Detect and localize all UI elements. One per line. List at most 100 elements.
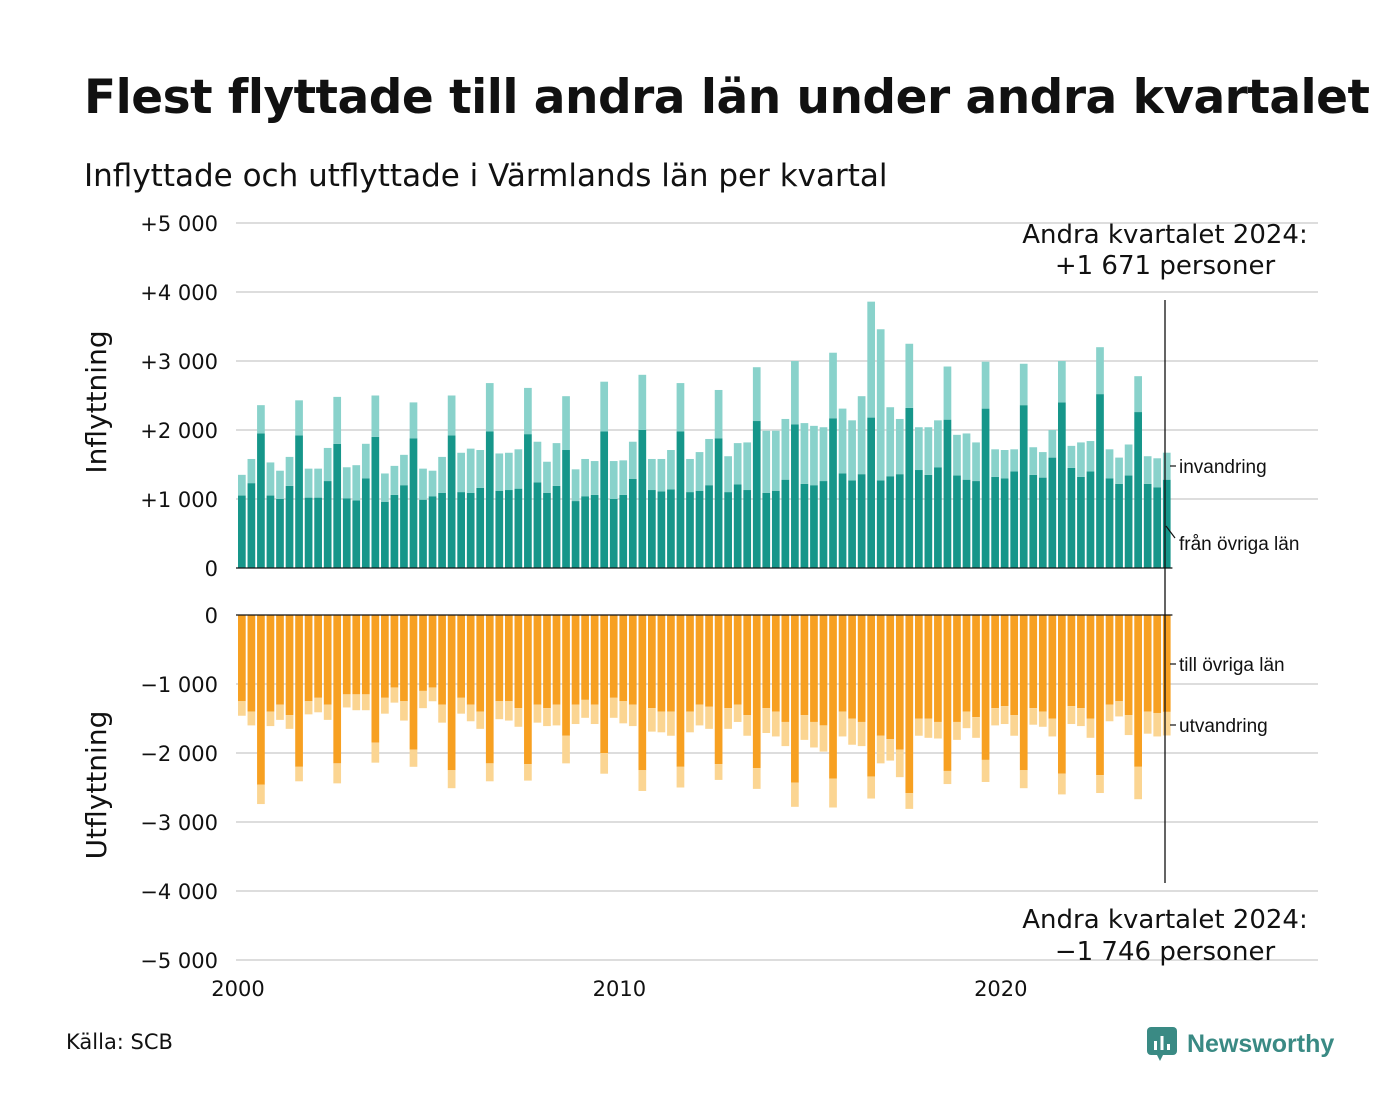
bar-in-domestic	[953, 475, 961, 568]
bar-in-immigration	[819, 427, 828, 482]
bar-in-immigration	[447, 395, 456, 436]
y-tick-label-in: +2 000	[140, 419, 218, 443]
bar-in-domestic	[333, 443, 342, 568]
bar-out-domestic	[552, 615, 561, 705]
bar-out-domestic	[838, 615, 847, 712]
bar-in-immigration	[1038, 452, 1047, 478]
bar-in-immigration	[419, 468, 427, 500]
bar-out-emigration	[590, 704, 599, 725]
legend-invandring: invandring	[1179, 457, 1267, 478]
x-tick-label: 2000	[211, 977, 264, 1001]
bar-in-immigration	[552, 443, 561, 486]
y-tick-label-out: 0	[205, 604, 218, 628]
bar-in-domestic	[829, 418, 837, 568]
bar-out-domestic	[524, 615, 532, 765]
bar-in-immigration	[924, 427, 933, 475]
bar-in-immigration	[810, 425, 818, 486]
bar-in-domestic	[752, 421, 761, 568]
bar-in-immigration	[381, 473, 389, 502]
bar-in-domestic	[848, 480, 856, 568]
bar-out-domestic	[1010, 615, 1019, 716]
bar-out-domestic	[724, 615, 732, 709]
bar-in-domestic	[381, 501, 389, 568]
bar-in-domestic	[524, 434, 532, 568]
annotation-top-line1: Andra kvartalet 2024:	[1022, 220, 1307, 250]
bar-in-immigration	[247, 458, 256, 484]
bar-out-domestic	[485, 615, 494, 764]
bar-in-domestic	[600, 431, 609, 568]
bar-in-domestic	[924, 474, 933, 568]
bar-in-immigration	[543, 461, 551, 493]
bar-in-immigration	[352, 465, 361, 501]
bar-out-domestic	[495, 615, 504, 702]
bar-out-domestic	[571, 615, 580, 705]
bar-in-domestic	[1162, 479, 1171, 568]
bar-in-domestic	[1019, 405, 1028, 568]
bar-out-domestic	[972, 615, 980, 718]
bar-out-domestic	[667, 615, 675, 712]
bar-out-emigration	[562, 735, 570, 764]
bar-out-emigration	[752, 768, 761, 789]
bar-out-domestic	[686, 615, 694, 712]
bar-out-emigration	[285, 715, 294, 729]
bar-in-immigration	[1105, 449, 1114, 479]
bar-in-immigration	[238, 474, 246, 496]
page-title: Flest flyttade till andra län under andr…	[84, 70, 1370, 125]
bar-out-emigration	[705, 706, 713, 729]
newsworthy-logo: Newsworthy	[1147, 1024, 1334, 1064]
y-tick-label-out: −2 000	[140, 742, 218, 766]
bar-out-emigration	[791, 782, 799, 807]
bar-in-domestic	[485, 431, 494, 568]
bar-in-domestic	[638, 430, 647, 568]
bar-out-domestic	[1124, 615, 1133, 716]
bar-in-immigration	[361, 443, 370, 479]
bar-out-domestic	[533, 615, 542, 705]
bar-in-immigration	[409, 402, 418, 439]
bar-out-emigration	[867, 776, 876, 799]
y-tick-label-in: +5 000	[140, 212, 218, 236]
bar-in-domestic	[781, 479, 790, 568]
bars	[238, 301, 1171, 809]
bar-in-immigration	[953, 434, 961, 476]
y-tick-label-in: +1 000	[140, 488, 218, 512]
bar-in-domestic	[1153, 487, 1162, 568]
bar-in-immigration	[686, 458, 694, 493]
bar-out-domestic	[361, 615, 370, 695]
bar-out-emigration	[323, 704, 332, 720]
bar-in-domestic	[238, 495, 246, 568]
bar-out-emigration	[1038, 711, 1047, 727]
bar-in-immigration	[914, 427, 923, 471]
bar-out-emigration	[695, 704, 704, 726]
bar-in-domestic	[743, 490, 752, 568]
bar-in-immigration	[342, 467, 351, 499]
bar-in-domestic	[361, 478, 370, 568]
bar-out-domestic	[991, 615, 999, 709]
y-tick-label-out: −1 000	[140, 673, 218, 697]
bar-in-immigration	[876, 329, 885, 481]
bar-out-domestic	[514, 615, 523, 709]
bar-in-domestic	[1077, 476, 1085, 568]
y-tick-label-out: −3 000	[140, 811, 218, 835]
bar-out-emigration	[943, 770, 952, 785]
bar-out-emigration	[400, 701, 408, 721]
annotation-bottom-line1: Andra kvartalet 2024:	[1022, 905, 1307, 935]
bar-in-domestic	[1096, 394, 1104, 568]
bar-out-domestic	[1038, 615, 1047, 712]
bar-out-domestic	[304, 615, 313, 702]
bar-out-domestic	[743, 615, 752, 716]
bar-in-domestic	[1010, 471, 1019, 568]
bar-out-domestic	[895, 615, 904, 750]
bar-out-emigration	[571, 704, 580, 725]
bar-in-immigration	[714, 389, 723, 439]
bar-in-domestic	[609, 499, 618, 568]
bar-in-domestic	[876, 480, 885, 568]
bar-out-emigration	[543, 708, 551, 727]
bar-out-domestic	[781, 615, 790, 722]
bar-in-domestic	[419, 499, 427, 568]
bar-out-emigration	[352, 694, 361, 711]
bar-out-emigration	[1077, 708, 1085, 727]
y-tick-label-in: +3 000	[140, 350, 218, 374]
bar-in-immigration	[457, 452, 466, 493]
bar-in-immigration	[781, 418, 790, 480]
bar-in-domestic	[810, 485, 818, 568]
